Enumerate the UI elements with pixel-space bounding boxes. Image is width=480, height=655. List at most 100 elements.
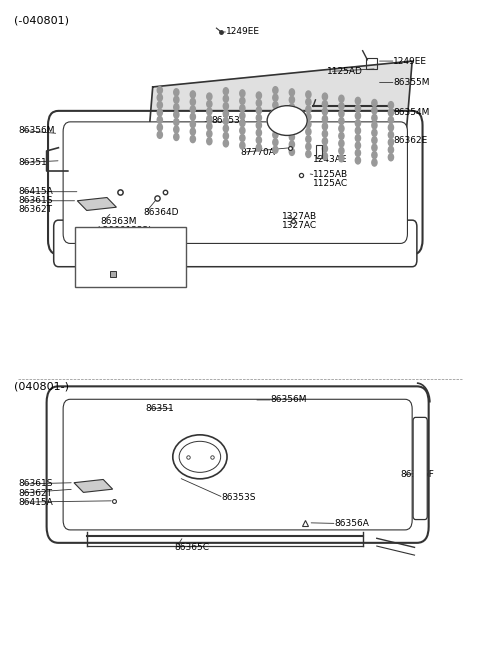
Circle shape [355,120,360,127]
Circle shape [157,109,162,116]
Text: 86415A: 86415A [18,187,53,196]
Circle shape [240,142,245,149]
Circle shape [190,128,195,135]
Circle shape [289,126,294,133]
Circle shape [223,103,228,109]
Circle shape [256,144,262,151]
FancyBboxPatch shape [63,122,408,244]
Text: 1125AC: 1125AC [313,179,348,189]
Text: (-040801): (-040801) [13,15,69,26]
Polygon shape [145,61,412,172]
Circle shape [339,103,344,110]
Text: 86356A: 86356A [335,519,369,528]
Text: (040801-): (040801-) [13,382,69,392]
Text: 86356M: 86356M [271,396,307,404]
Circle shape [339,155,344,162]
Circle shape [355,105,360,112]
Circle shape [339,125,344,132]
Circle shape [240,134,245,141]
Polygon shape [77,198,117,210]
Text: 86351: 86351 [18,158,47,167]
Text: 86361S: 86361S [18,479,53,489]
Circle shape [289,141,294,148]
Circle shape [339,110,344,117]
Circle shape [223,140,228,147]
Circle shape [240,105,245,112]
Circle shape [372,122,377,129]
Circle shape [355,142,360,149]
Circle shape [240,112,245,119]
Circle shape [256,122,262,129]
FancyBboxPatch shape [63,400,412,530]
Text: 86362E: 86362E [393,136,428,145]
Polygon shape [74,479,113,493]
Text: 87770A: 87770A [240,148,275,157]
Circle shape [240,90,245,97]
Circle shape [273,102,278,109]
Circle shape [157,131,162,138]
Text: 86364D: 86364D [144,208,179,217]
Text: 86354M: 86354M [393,107,430,117]
Circle shape [339,117,344,124]
Circle shape [256,129,262,136]
Text: 86363M: 86363M [101,217,137,226]
Text: 1125AD: 1125AD [327,67,363,76]
Circle shape [372,115,377,121]
Circle shape [223,88,228,95]
Ellipse shape [267,105,307,136]
Circle shape [372,107,377,114]
Circle shape [240,127,245,134]
Circle shape [273,131,278,138]
Circle shape [289,96,294,103]
Circle shape [174,88,179,96]
Circle shape [207,138,212,145]
Circle shape [355,98,360,104]
Circle shape [256,114,262,121]
FancyBboxPatch shape [48,111,422,254]
Circle shape [157,117,162,124]
Circle shape [306,136,311,143]
Circle shape [355,149,360,157]
Circle shape [223,132,228,140]
Circle shape [322,115,327,122]
Circle shape [190,91,195,98]
Circle shape [207,115,212,122]
Circle shape [190,136,195,143]
Circle shape [388,154,394,160]
Text: 86353S: 86353S [212,116,246,125]
Circle shape [355,134,360,141]
Circle shape [190,98,195,105]
Circle shape [322,145,327,152]
Circle shape [339,132,344,140]
Circle shape [289,148,294,155]
Text: (20001222-): (20001222-) [83,238,150,248]
Circle shape [240,98,245,104]
Text: 1243AE: 1243AE [313,155,348,164]
Text: 86365C: 86365C [174,543,209,552]
Circle shape [273,109,278,116]
Circle shape [322,130,327,138]
FancyBboxPatch shape [54,220,417,267]
Circle shape [240,120,245,126]
Circle shape [306,113,311,121]
Circle shape [388,124,394,131]
Circle shape [289,119,294,126]
Text: (-20001222): (-20001222) [96,226,152,235]
Circle shape [372,151,377,159]
Circle shape [339,140,344,147]
Text: 86362T: 86362T [18,489,52,498]
Circle shape [339,147,344,155]
Circle shape [223,110,228,117]
Circle shape [355,157,360,164]
Circle shape [174,103,179,111]
Text: 86351: 86351 [145,404,174,413]
Circle shape [322,123,327,130]
FancyBboxPatch shape [75,227,186,287]
Text: H: H [196,452,204,462]
Text: 1327AB: 1327AB [282,212,318,221]
Bar [366,58,377,69]
Circle shape [339,95,344,102]
Circle shape [388,146,394,153]
Text: 86363M: 86363M [84,254,121,263]
Circle shape [256,107,262,114]
